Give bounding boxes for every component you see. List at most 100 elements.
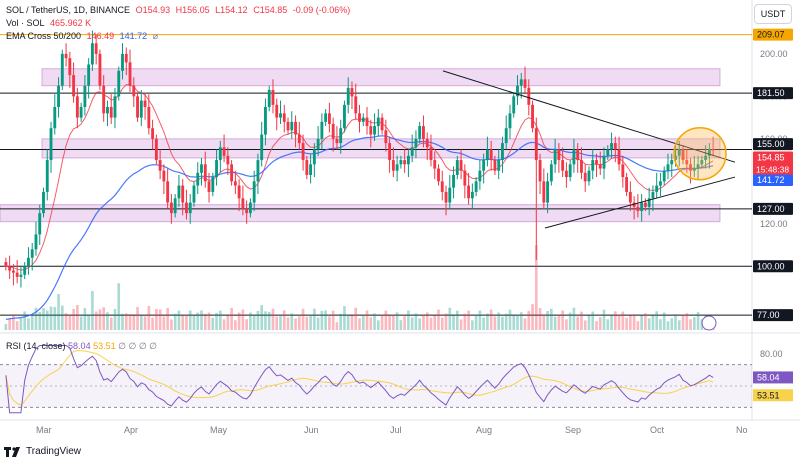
volume-bar — [437, 309, 440, 330]
volume-bar — [373, 313, 376, 330]
volume-bar — [365, 310, 369, 330]
candle-body — [380, 117, 384, 131]
candle-body — [361, 117, 365, 122]
candle-body — [45, 160, 49, 192]
volume-bar — [659, 319, 662, 330]
volume-bar — [249, 312, 252, 330]
volume-bar — [196, 312, 200, 330]
candle-body — [580, 160, 583, 173]
volume-bar — [576, 316, 580, 330]
candle-body — [497, 160, 501, 171]
candle-body — [147, 106, 151, 129]
volume-bar — [128, 314, 132, 330]
volume-bar — [516, 314, 519, 330]
volume-bar — [384, 310, 388, 330]
candle-body — [422, 126, 425, 139]
volume-bar — [256, 311, 260, 330]
volume-bar — [331, 310, 335, 330]
volume-bar — [271, 308, 275, 330]
price-label-text: 77.00 — [757, 310, 780, 320]
x-tick-label: No — [736, 425, 748, 435]
legend-ema-fast: 146.49 — [86, 31, 115, 41]
volume-bar — [557, 314, 561, 330]
legend-low: L154.12 — [215, 5, 248, 15]
volume-bar — [392, 314, 395, 330]
candle-body — [350, 87, 354, 97]
volume-bar — [583, 320, 587, 330]
candle-body — [290, 121, 294, 131]
candle-body — [196, 172, 200, 186]
candle-body — [606, 149, 610, 156]
volume-bar — [121, 313, 124, 330]
x-tick-label: May — [210, 425, 228, 435]
candle-body — [591, 160, 595, 171]
candle-body — [546, 181, 550, 203]
volume-bar — [275, 316, 279, 330]
candle-body — [354, 96, 358, 114]
candle-body — [689, 164, 692, 171]
price-label-box — [753, 87, 793, 100]
volume-bar — [662, 312, 666, 330]
volume-bar — [501, 316, 504, 330]
candle-body — [538, 160, 542, 182]
volume-bar — [692, 317, 696, 330]
candle-body — [312, 149, 316, 165]
volume-bar — [534, 245, 538, 330]
volume-bar — [34, 307, 38, 330]
candle-body — [531, 104, 534, 129]
candle-body — [57, 85, 60, 107]
volume-bar — [264, 311, 267, 330]
volume-bar — [166, 308, 169, 330]
volume-bar — [15, 321, 19, 330]
candle-body — [388, 143, 392, 161]
volume-bar — [309, 314, 312, 330]
volume-bar — [181, 315, 185, 330]
volume-bar — [260, 305, 264, 330]
volume-bar — [553, 316, 557, 330]
candle-body — [309, 164, 313, 175]
volume-bar — [241, 309, 245, 330]
volume-bar — [399, 320, 403, 330]
candle-body — [437, 168, 440, 182]
candle-body — [177, 185, 181, 199]
volume-bar — [143, 316, 147, 330]
candle-body — [339, 128, 343, 144]
countdown-text: 15:48:38 — [756, 165, 789, 175]
candle-body — [72, 75, 76, 97]
candle-body — [34, 234, 38, 250]
candle-body — [38, 213, 42, 235]
candle-body — [406, 155, 410, 165]
volume-bar — [132, 315, 136, 330]
rsi-value-box — [753, 371, 793, 384]
candle-body — [429, 147, 433, 161]
volume-bar — [565, 319, 568, 330]
volume-bar — [339, 313, 343, 330]
candle-body — [504, 128, 508, 144]
candle-body — [459, 160, 463, 171]
volume-bar — [677, 320, 681, 330]
volume-bar — [91, 291, 94, 330]
candle-body — [564, 170, 568, 178]
volume-bar — [42, 308, 45, 330]
candle-body — [19, 274, 23, 277]
legend-rsi-value2: 53.51 — [93, 341, 116, 351]
rsi-ma-line — [5, 350, 714, 406]
candle-body — [15, 272, 19, 277]
candle-body — [222, 147, 226, 156]
candle-body — [542, 181, 546, 203]
x-tick-label: Jul — [390, 425, 402, 435]
candle-body — [218, 147, 222, 161]
volume-bar — [418, 318, 422, 330]
volume-bar — [343, 306, 346, 330]
candle-body — [331, 123, 335, 139]
candle-body — [139, 100, 143, 118]
volume-bar — [313, 308, 316, 330]
volume-bar — [550, 308, 553, 330]
candle-body — [75, 96, 79, 118]
candle-body — [335, 138, 339, 144]
sr-zone-0 — [41, 68, 721, 87]
currency-button[interactable]: USDT — [754, 4, 792, 24]
price-label-box — [753, 151, 793, 164]
